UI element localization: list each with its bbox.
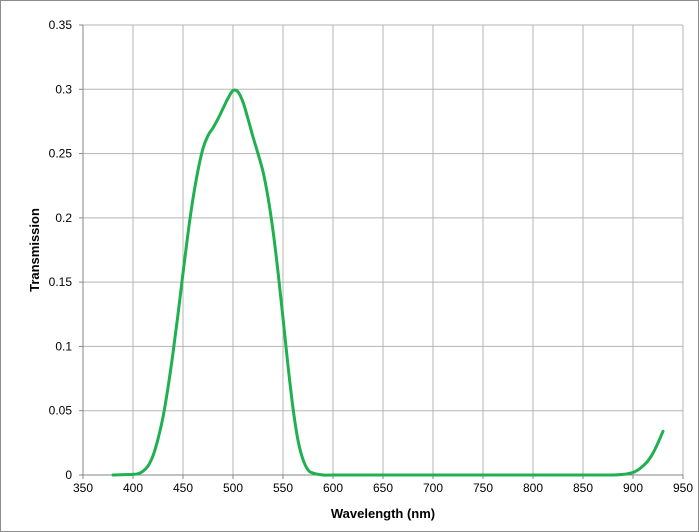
x-tick-label: 750 [473,481,493,495]
y-tick-label: 0 [65,468,72,482]
y-tick-label: 0.1 [55,339,72,353]
x-tick-label: 500 [223,481,243,495]
series-line-0 [111,88,665,477]
x-tick-label: 350 [73,481,93,495]
y-tick-label: 0.3 [55,82,72,96]
x-axis-title: Wavelength (nm) [331,506,435,521]
y-axis-title: Transmission [27,208,42,292]
x-tick-label: 800 [523,481,543,495]
x-tick-label: 900 [623,481,643,495]
y-tick-label: 0.25 [49,147,73,161]
x-tick-label: 950 [673,481,693,495]
x-tick-label: 550 [273,481,293,495]
y-tick-label: 0.35 [49,18,73,32]
x-tick-label: 600 [323,481,343,495]
x-tick-label: 700 [423,481,443,495]
x-tick-label: 850 [573,481,593,495]
x-tick-label: 650 [373,481,393,495]
x-tick-label: 450 [173,481,193,495]
y-tick-label: 0.2 [55,211,72,225]
y-tick-label: 0.05 [49,404,73,418]
y-tick-label: 0.15 [49,275,73,289]
x-tick-label: 400 [123,481,143,495]
